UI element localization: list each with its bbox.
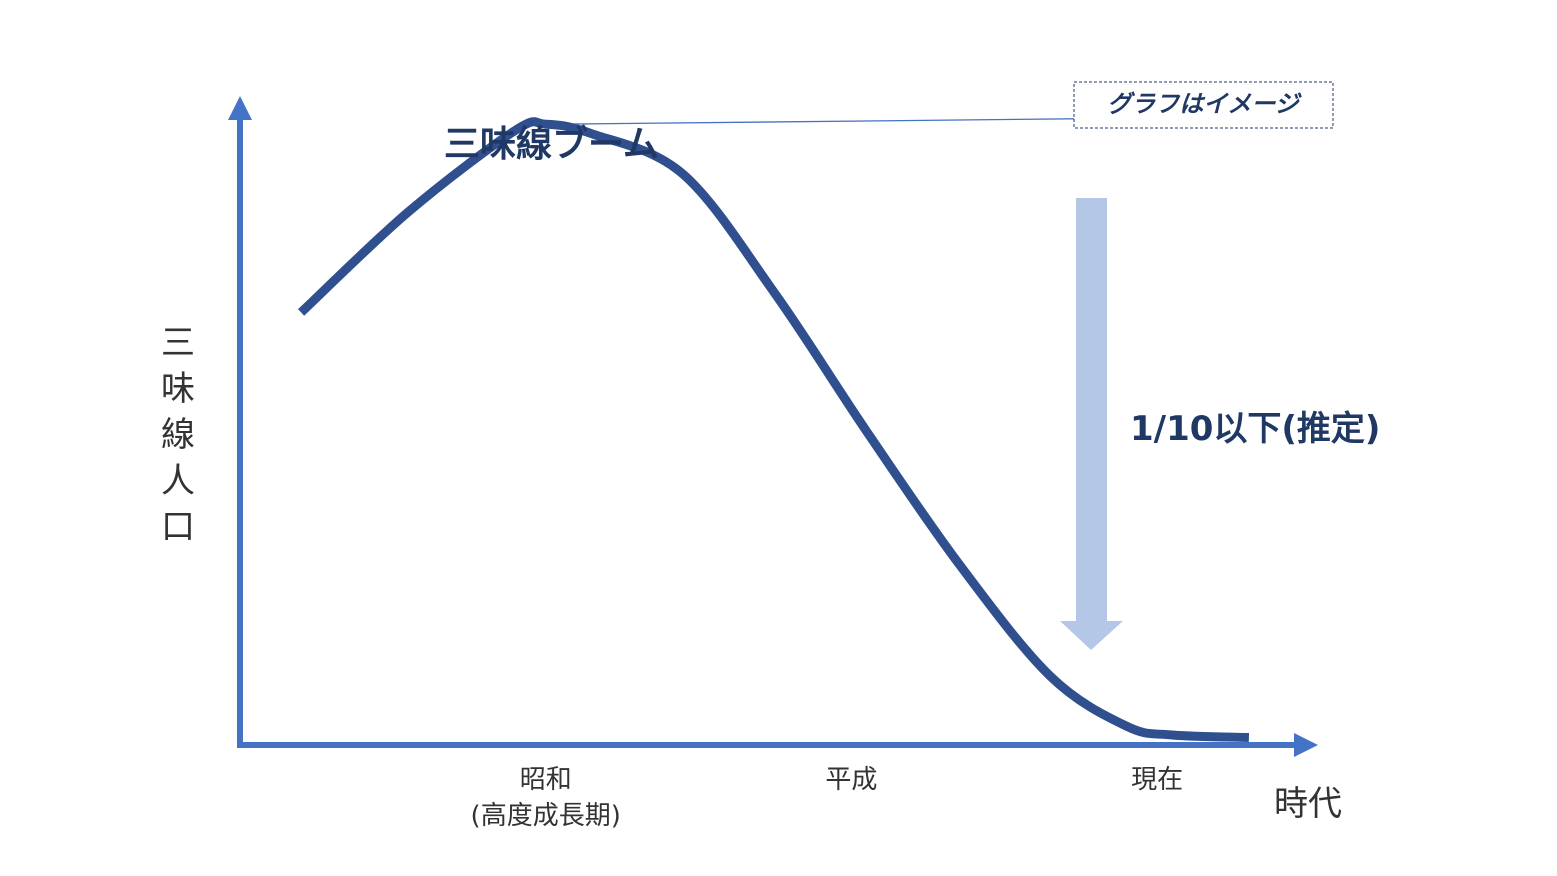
decline-arrow-head bbox=[1060, 621, 1123, 650]
decline-arrow bbox=[1060, 198, 1123, 650]
x-tick-label-2: 平成 bbox=[825, 765, 877, 795]
x-axis-arrowhead bbox=[1294, 733, 1318, 757]
peak-reference-line bbox=[545, 117, 1123, 125]
y-axis-arrowhead bbox=[228, 96, 252, 120]
image-note-badge-box bbox=[1073, 81, 1334, 129]
x-tick-sublabel-1: (高度成長期) bbox=[471, 801, 621, 831]
y-axis-label: 三味線人口 bbox=[161, 323, 195, 547]
x-tick-label-3: 現在 bbox=[1131, 765, 1183, 795]
x-tick-labels: 昭和 (高度成長期) 平成 現在 bbox=[471, 765, 1184, 831]
decline-label: 1/10以下(推定) bbox=[1130, 409, 1380, 449]
image-note-badge: グラフはイメージ bbox=[1107, 90, 1302, 118]
x-axis-label: 時代 bbox=[1274, 784, 1342, 824]
peak-label: 三味線ブーム bbox=[444, 123, 659, 165]
decline-arrow-shaft bbox=[1076, 198, 1107, 622]
x-tick-label-1: 昭和 bbox=[520, 765, 572, 795]
series-line bbox=[298, 117, 1250, 742]
